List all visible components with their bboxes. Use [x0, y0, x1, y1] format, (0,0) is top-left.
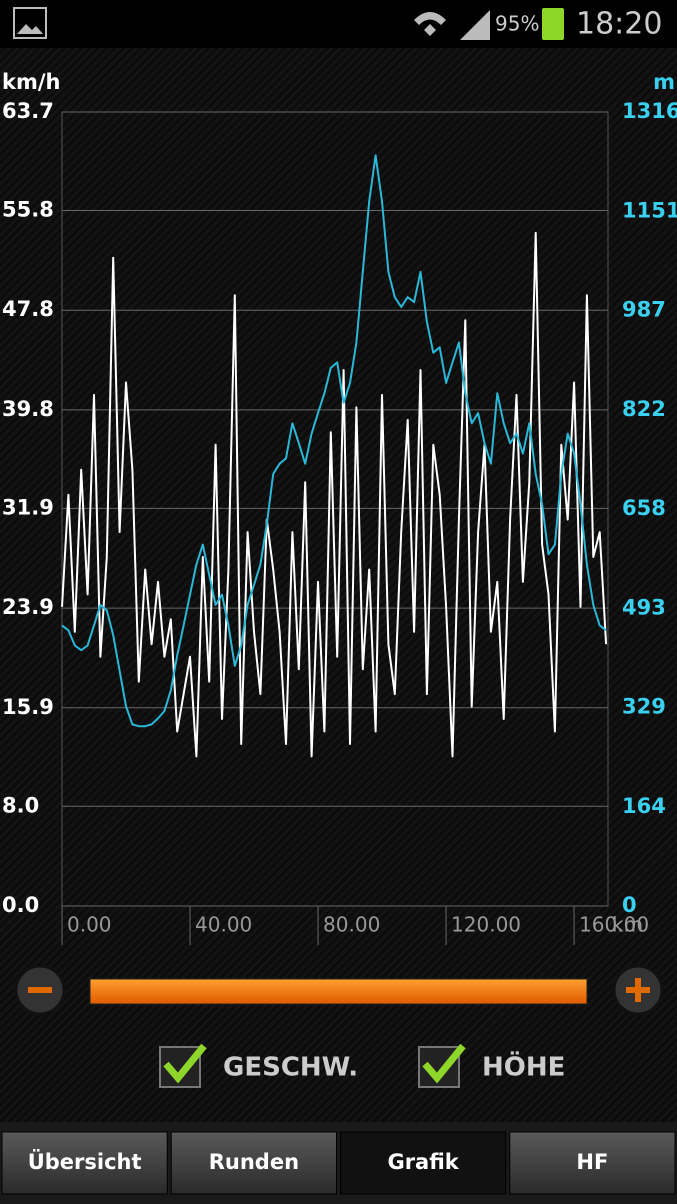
battery-icon: [542, 8, 564, 40]
x-tick-label: 40.00: [195, 913, 252, 937]
y2-tick-label: 164: [622, 794, 666, 818]
x-axis-label: km: [612, 913, 643, 937]
tab-label[interactable]: Übersicht: [28, 1149, 142, 1174]
y-tick-label: 15.9: [2, 695, 54, 719]
y2-tick-label: 822: [622, 397, 666, 421]
tab-label[interactable]: Runden: [209, 1150, 299, 1174]
tab-label[interactable]: Grafik: [387, 1150, 459, 1174]
y-tick-label: 63.7: [2, 99, 54, 123]
checkmark: [422, 1043, 466, 1084]
series-line: [61, 231, 608, 758]
status-bar: [0, 0, 677, 48]
y-tick-label: 23.9: [2, 595, 54, 619]
tab[interactable]: [170, 1131, 337, 1195]
plus-sign: [626, 978, 650, 1002]
y2-tick-label: 1316: [622, 99, 677, 123]
y2-tick-label: 658: [622, 496, 666, 520]
y-tick-label: 0.0: [2, 893, 39, 917]
x-tick-label: 120.00: [451, 913, 521, 937]
wifi-icon: [414, 12, 446, 36]
y-tick-label: 31.9: [2, 495, 54, 519]
tab-label[interactable]: HF: [576, 1150, 608, 1174]
y2-tick-label: 1151: [622, 199, 677, 223]
y2-axis-label: m: [653, 70, 675, 94]
x-tick-label: 0.00: [67, 913, 112, 937]
gallery-icon-shape: [17, 24, 43, 34]
y2-tick-label: 0: [622, 893, 637, 917]
y2-tick-label: 987: [622, 298, 666, 322]
tabs: Übersicht Runden Grafik HF: [1, 1131, 676, 1195]
series-line: [61, 154, 607, 728]
gallery-icon: [13, 7, 47, 39]
tab[interactable]: [509, 1131, 676, 1195]
minus-sign: [28, 987, 52, 993]
x-tick-label: 160.00: [579, 913, 649, 937]
checkbox-label[interactable]: GESCHW.: [223, 1053, 358, 1083]
y-tick-label: 47.8: [2, 297, 54, 321]
y-tick-label: 55.8: [2, 197, 54, 221]
checkbox-label[interactable]: HÖHE: [482, 1050, 565, 1083]
range-slider[interactable]: [89, 978, 588, 1005]
y2-tick-label: 329: [622, 695, 666, 719]
y-axis-label: km/h: [2, 70, 60, 94]
y2-tick-label: 493: [622, 596, 666, 620]
y-tick-label: 39.8: [2, 397, 54, 421]
plot: 0.0 8.0 15.9 23.9 31.9 39.8 47.8 55.8 63.7 0 164 32…: [2, 99, 677, 945]
signal-icon: [460, 10, 490, 40]
checkmark: [163, 1043, 207, 1084]
battery-percent: 95%: [495, 12, 539, 36]
tab[interactable]: [340, 1131, 507, 1195]
tab[interactable]: [1, 1131, 168, 1195]
clock: 18:20: [576, 7, 662, 42]
x-tick-label: 80.00: [323, 913, 380, 937]
y-tick-label: 8.0: [2, 793, 39, 817]
